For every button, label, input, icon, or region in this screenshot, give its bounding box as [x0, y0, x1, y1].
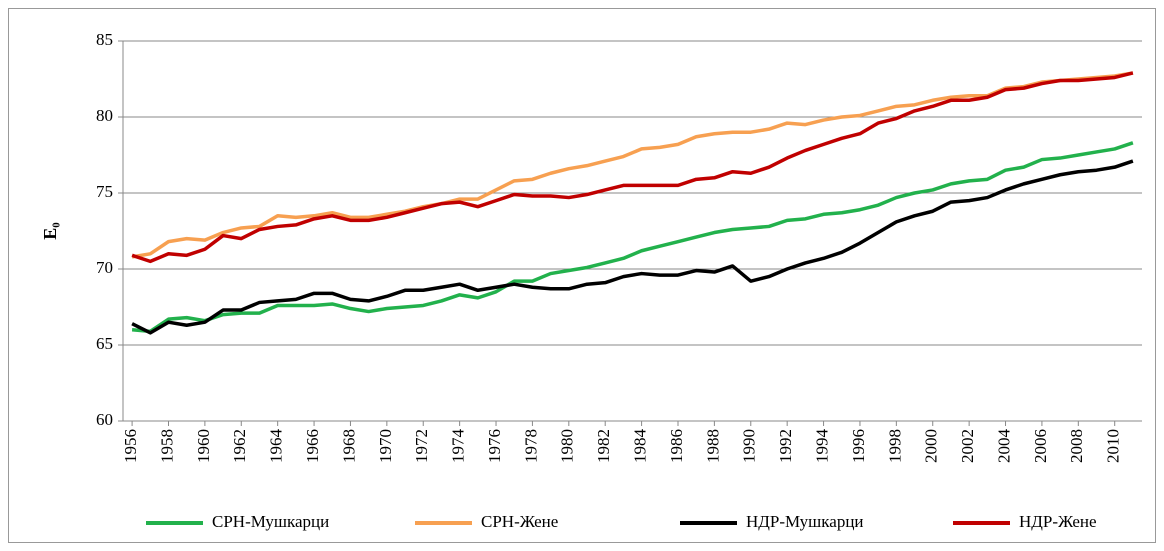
- x-tick-label: 1992: [776, 429, 795, 463]
- x-tick-label: 1980: [558, 429, 577, 463]
- x-tick-label: 2004: [994, 429, 1013, 464]
- x-tick-label: 1970: [376, 429, 395, 463]
- legend-label: СРН-Мушкарци: [212, 512, 329, 531]
- series-line: [131, 159, 1134, 335]
- y-tick-label: 65: [96, 334, 113, 353]
- x-tick-label: 1996: [849, 429, 868, 463]
- x-tick-label: 1966: [303, 429, 322, 463]
- x-tick-label: 1968: [339, 429, 358, 463]
- series-line: [131, 71, 1134, 264]
- x-tick-label: 1978: [521, 429, 540, 463]
- y-tick-label: 75: [96, 182, 113, 201]
- x-tick-label: 2006: [1031, 429, 1050, 463]
- x-tick-label: 1964: [267, 429, 286, 464]
- x-tick-label: 1994: [812, 429, 831, 464]
- x-tick-label: 1984: [631, 429, 650, 464]
- x-tick-label: 2000: [922, 429, 941, 463]
- y-tick-label: 70: [96, 258, 113, 277]
- legend-label: СРН-Жене: [481, 512, 558, 531]
- x-tick-label: 1982: [594, 429, 613, 463]
- x-tick-label: 1976: [485, 429, 504, 463]
- series-line: [131, 71, 1134, 259]
- x-tick-label: 1960: [194, 429, 213, 463]
- y-tick-label: 80: [96, 106, 113, 125]
- series-line: [131, 141, 1134, 334]
- x-tick-label: 1990: [740, 429, 759, 463]
- x-tick-label: 1956: [121, 429, 140, 463]
- y-tick-label: 60: [96, 410, 113, 429]
- x-tick-label: 1986: [667, 429, 686, 463]
- x-tick-label: 1962: [230, 429, 249, 463]
- y-tick-label: 85: [96, 30, 113, 49]
- x-tick-label: 1998: [885, 429, 904, 463]
- x-tick-label: 1974: [449, 429, 468, 464]
- x-tick-label: 2010: [1104, 429, 1123, 463]
- chart-border: [8, 8, 1156, 543]
- legend-label: НДР-Жене: [1019, 512, 1097, 531]
- x-tick-label: 2008: [1067, 429, 1086, 463]
- x-tick-label: 1972: [412, 429, 431, 463]
- x-tick-label: 1988: [703, 429, 722, 463]
- x-tick-label: 2002: [958, 429, 977, 463]
- x-tick-label: 1958: [157, 429, 176, 463]
- legend-label: НДР-Мушкарци: [746, 512, 864, 531]
- y-axis-label: E₀: [40, 222, 60, 239]
